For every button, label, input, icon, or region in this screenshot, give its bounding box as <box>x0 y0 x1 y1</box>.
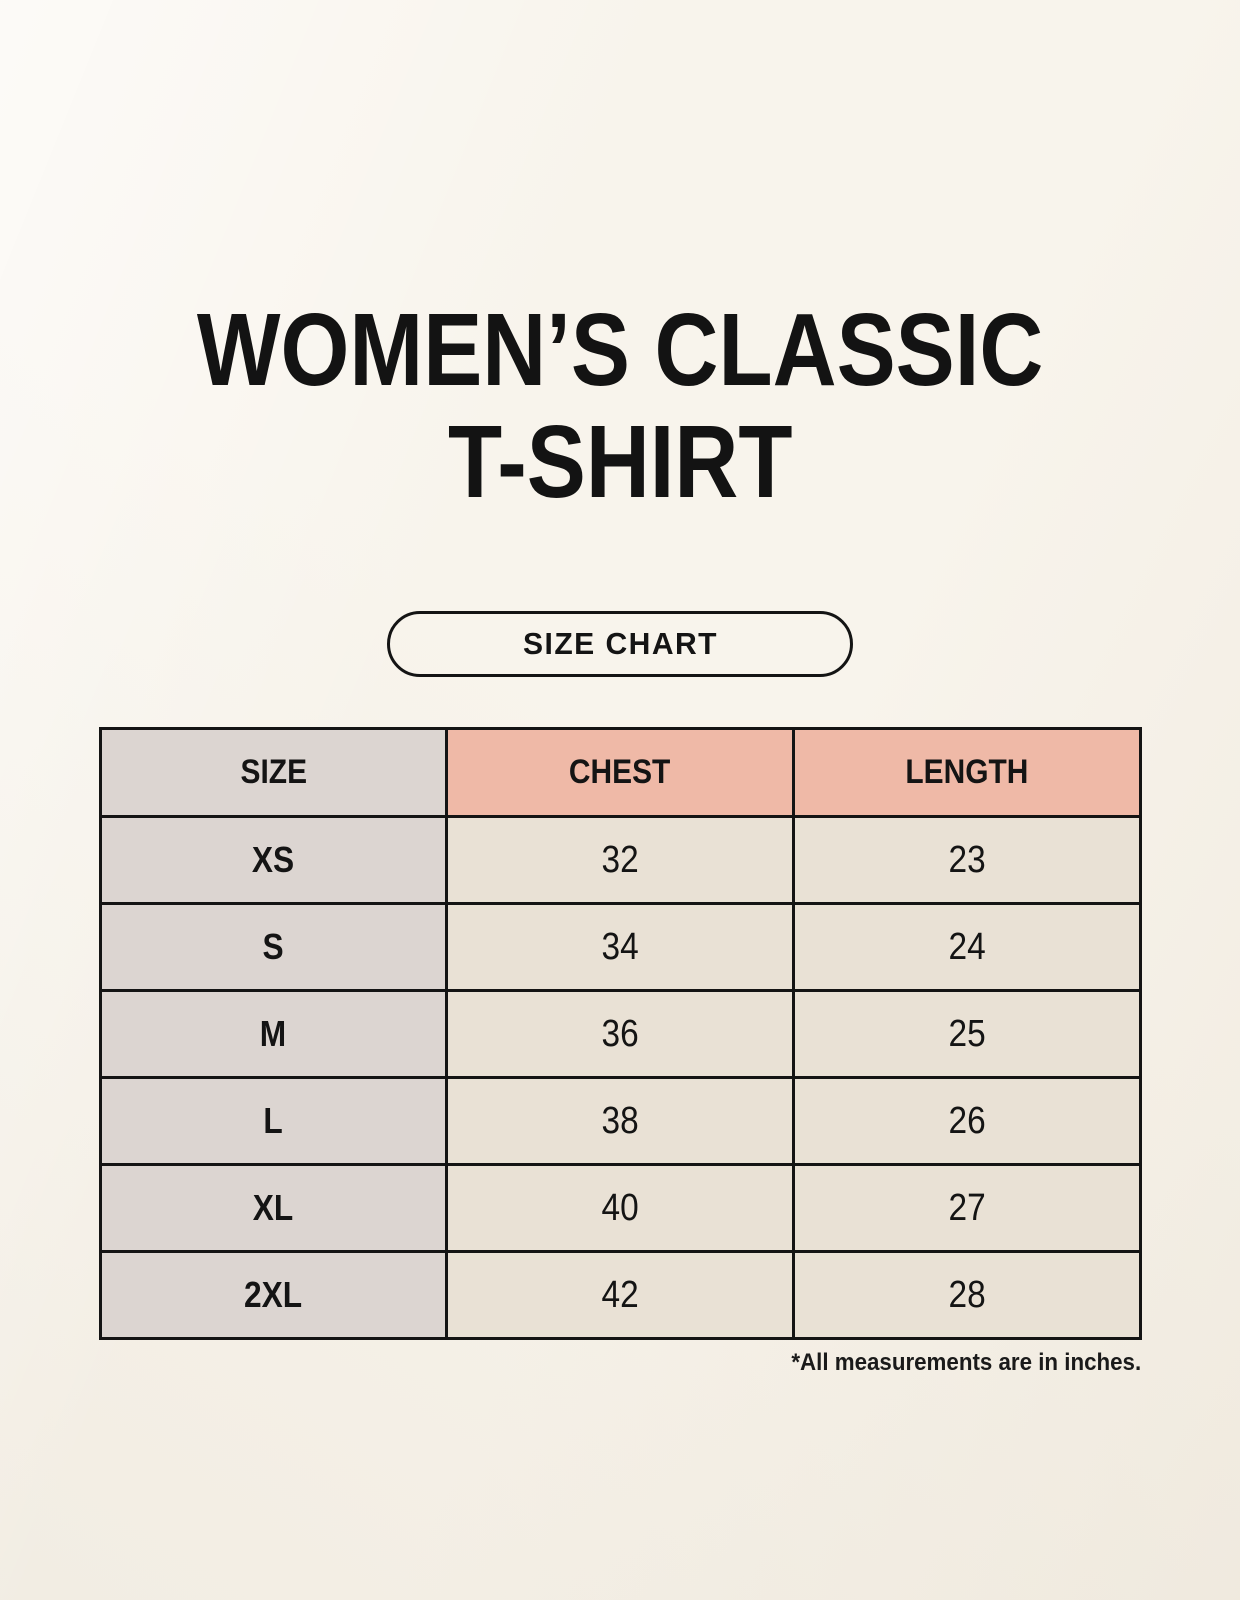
column-header-size: SIZE <box>98 727 449 818</box>
size-chart-button-label: SIZE CHART <box>522 626 718 661</box>
length-cell: 23 <box>791 815 1142 905</box>
table-row-s: S 34 24 <box>98 902 1142 992</box>
length-value: 24 <box>948 925 986 968</box>
page-title-line-2: T-SHIRT <box>128 406 1112 518</box>
length-cell: 27 <box>791 1163 1142 1253</box>
size-value: XS <box>252 839 295 880</box>
table-header: SIZE CHEST LENGTH <box>98 727 1142 818</box>
size-value: XL <box>253 1187 294 1228</box>
table-row-xs: XS 32 23 <box>98 815 1142 905</box>
chest-value: 36 <box>601 1012 639 1055</box>
length-cell: 26 <box>791 1076 1142 1166</box>
length-value: 28 <box>948 1273 986 1316</box>
length-value: 25 <box>948 1012 986 1055</box>
table-row-2xl: 2XL 42 28 <box>98 1250 1142 1340</box>
chest-cell: 34 <box>445 902 795 992</box>
table-row-l: L 38 26 <box>98 1076 1142 1166</box>
size-value: M <box>260 1013 287 1054</box>
table-header-row: SIZE CHEST LENGTH <box>98 727 1142 818</box>
size-label-cell: XL <box>98 1163 449 1253</box>
size-value: S <box>262 926 284 967</box>
size-label-cell: M <box>98 989 449 1079</box>
length-value: 27 <box>948 1186 986 1229</box>
column-header-size-label: SIZE <box>240 753 307 791</box>
column-header-length-label: LENGTH <box>905 753 1029 791</box>
page-title-line-1: WOMEN’S CLASSIC <box>128 294 1112 406</box>
size-value: 2XL <box>244 1274 303 1315</box>
table-body: XS 32 23 S 34 24 M 36 25 L 38 26 XL 40 <box>98 815 1142 1340</box>
length-value: 23 <box>948 838 986 881</box>
measurements-footnote-text: *All measurements are in inches. <box>791 1349 1142 1376</box>
chest-cell: 36 <box>445 989 795 1079</box>
page-title-line-2-text: T-SHIRT <box>447 404 793 519</box>
chest-value: 32 <box>601 838 639 881</box>
chest-cell: 38 <box>445 1076 795 1166</box>
size-value: L <box>263 1100 284 1141</box>
chest-value: 42 <box>601 1273 639 1316</box>
length-value: 26 <box>948 1099 986 1142</box>
chest-value: 38 <box>601 1099 639 1142</box>
column-header-chest-label: CHEST <box>569 753 671 791</box>
size-label-cell: 2XL <box>98 1250 449 1340</box>
size-chart-button[interactable]: SIZE CHART <box>387 611 853 677</box>
chest-cell: 42 <box>445 1250 795 1340</box>
table-row-xl: XL 40 27 <box>98 1163 1142 1253</box>
page-title: WOMEN’S CLASSIC T-SHIRT <box>128 294 1112 518</box>
chest-value: 40 <box>601 1186 639 1229</box>
measurements-footnote: *All measurements are in inches. <box>99 1349 1142 1377</box>
chest-cell: 32 <box>445 815 795 905</box>
length-cell: 24 <box>791 902 1142 992</box>
column-header-length: LENGTH <box>791 727 1142 818</box>
page-title-line-1-text: WOMEN’S CLASSIC <box>196 292 1044 407</box>
size-label-cell: L <box>98 1076 449 1166</box>
size-label-cell: XS <box>98 815 449 905</box>
size-chart-table: SIZE CHEST LENGTH XS 32 23 S 34 24 M 36 … <box>98 727 1142 1340</box>
chest-value: 34 <box>601 925 639 968</box>
length-cell: 28 <box>791 1250 1142 1340</box>
table-row-m: M 36 25 <box>98 989 1142 1079</box>
length-cell: 25 <box>791 989 1142 1079</box>
size-label-cell: S <box>98 902 449 992</box>
chest-cell: 40 <box>445 1163 795 1253</box>
column-header-chest: CHEST <box>445 727 795 818</box>
